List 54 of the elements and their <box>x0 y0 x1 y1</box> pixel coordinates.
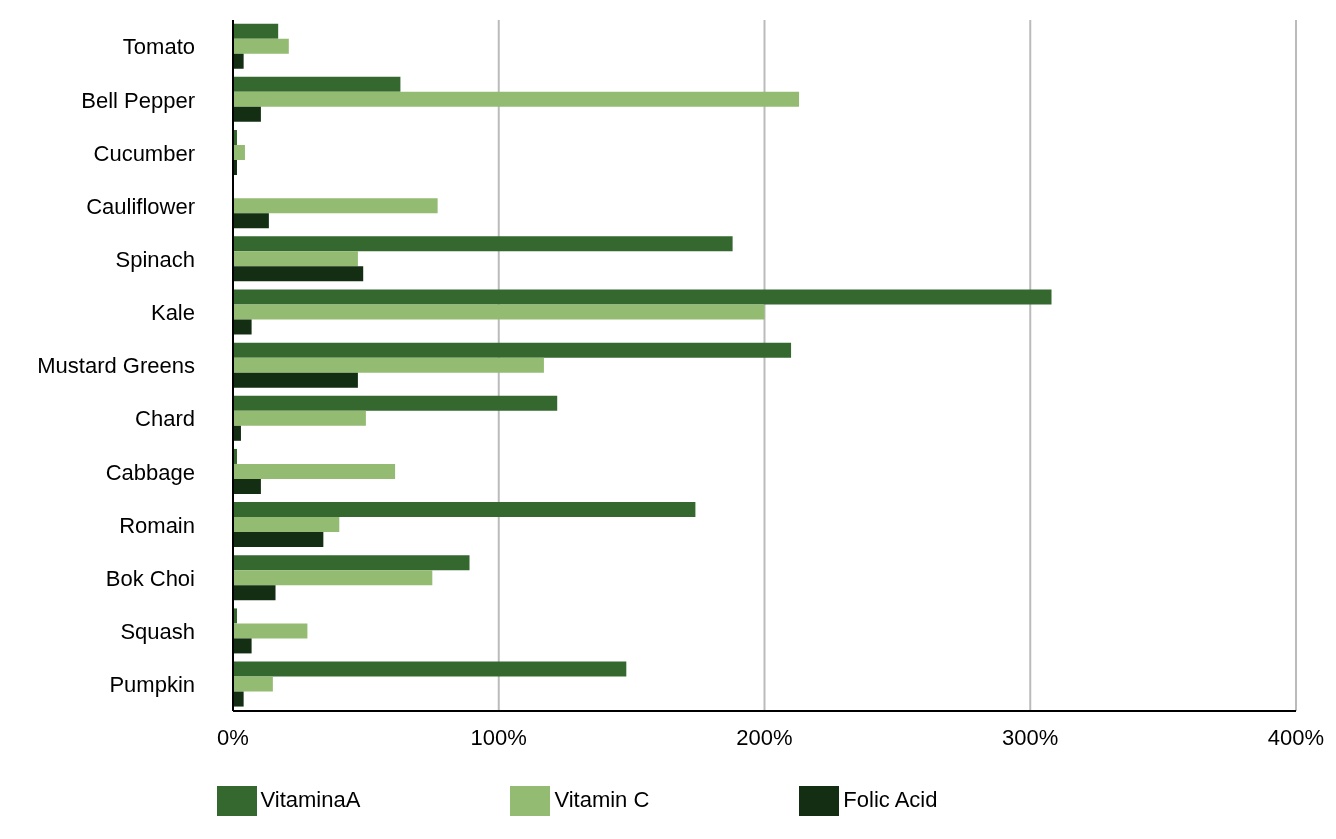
legend-label: VitaminaA <box>260 786 361 812</box>
bar <box>233 53 244 69</box>
bar <box>233 198 438 214</box>
bar <box>233 517 340 533</box>
legend-label: Vitamin C <box>554 786 650 812</box>
y-tick-label: Chard <box>135 406 195 432</box>
bar <box>233 555 470 571</box>
bar <box>233 532 324 548</box>
bar <box>233 410 366 426</box>
bar <box>233 570 433 586</box>
bar <box>233 319 252 335</box>
bar <box>233 145 245 161</box>
bar <box>233 357 544 373</box>
bar <box>233 38 289 54</box>
bar <box>233 661 627 677</box>
x-tick-label: 400% <box>1267 724 1325 750</box>
y-tick-label: Mustard Greens <box>37 353 195 379</box>
y-tick-label: Pumpkin <box>109 672 195 698</box>
y-tick-label: Cucumber <box>93 140 195 166</box>
bar <box>233 91 800 107</box>
bar <box>233 213 269 229</box>
y-tick-label: Squash <box>120 619 195 645</box>
bar <box>233 106 261 122</box>
bar <box>233 76 401 92</box>
y-tick-label: Romain <box>119 512 195 538</box>
bar <box>233 23 279 39</box>
bar <box>233 289 1052 305</box>
bar <box>233 372 358 388</box>
y-tick-label: Bell Pepper <box>81 87 195 113</box>
bar <box>233 585 276 601</box>
bar <box>233 304 765 320</box>
legend-label: Folic Acid <box>843 786 938 812</box>
y-tick-label: Cauliflower <box>86 193 195 219</box>
bar <box>233 342 792 358</box>
bar <box>233 478 261 494</box>
y-tick-label: Tomato <box>122 34 195 60</box>
bar <box>233 638 252 654</box>
bar <box>233 676 273 692</box>
x-tick-label: 0% <box>217 724 249 750</box>
bar <box>233 266 364 282</box>
y-tick-label: Kale <box>150 300 195 326</box>
bar <box>233 502 696 518</box>
bar <box>233 623 308 639</box>
x-tick-label: 300% <box>1002 724 1059 750</box>
bar <box>233 691 244 707</box>
x-tick-label: 200% <box>736 724 793 750</box>
x-tick-label: 100% <box>470 724 527 750</box>
bar <box>233 236 733 252</box>
bar <box>233 463 396 479</box>
bar <box>233 395 558 411</box>
y-tick-label: Bok Choi <box>105 565 195 591</box>
y-tick-label: Spinach <box>115 247 195 272</box>
y-tick-label: Cabbage <box>105 459 195 485</box>
bar <box>233 251 358 267</box>
